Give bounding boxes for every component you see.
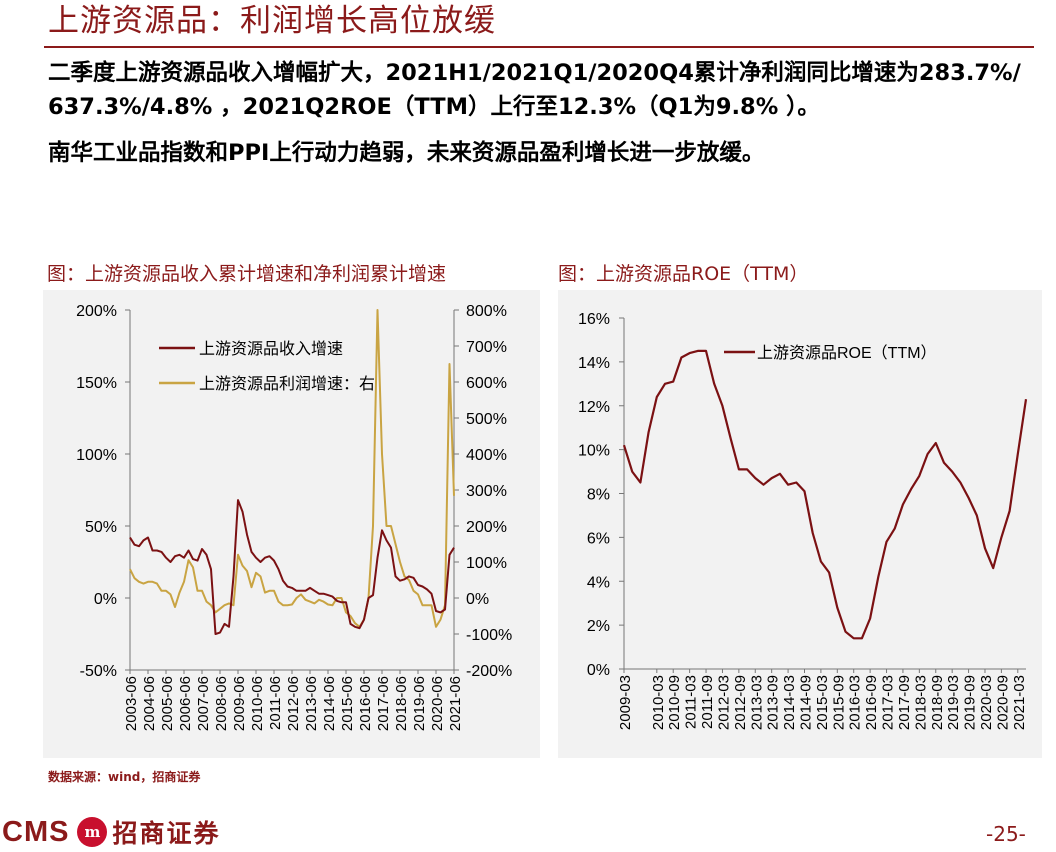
right-axis-tick-label: 800% [466, 303, 507, 320]
x-axis-tick-label: 2017-06 [375, 676, 392, 731]
revenue-growth-series-line [129, 499, 455, 635]
page-title: 上游资源品：利润增长高位放缓 [48, 3, 496, 39]
x-axis-tick-label: 2004-06 [141, 676, 158, 731]
roe-chart-panel: 图：上游资源品ROE（TTM） 0% 2% 4% 6% 8% 10% 12% 14% 16% 20… [558, 258, 1042, 758]
left-axis-tick-label: 150% [76, 375, 117, 392]
legend-label-profit: 上游资源品利润增速：右 [199, 375, 375, 393]
x-axis-tick-label: 2009-06 [231, 676, 248, 731]
x-axis-tick-label: 2017-03 [880, 675, 897, 730]
right-axis-tick-label: 500% [466, 411, 507, 428]
y-axis-tick-label: 14% [578, 355, 610, 372]
cms-logo: CMS m 招商证券 [2, 812, 220, 852]
logo-chinese-text: 招商证券 [112, 819, 221, 848]
x-axis-tick-label: 2019-09 [962, 675, 979, 730]
y-axis-tick-label: 6% [587, 530, 610, 547]
x-axis-tick-label: 2019-06 [411, 676, 428, 731]
left-axis-tick-label: 50% [85, 519, 117, 536]
x-axis-tick-label: 2013-06 [303, 676, 320, 731]
left-axis-tick-label: 200% [76, 303, 117, 320]
summary-block: 二季度上游资源品收入增幅扩大，2021H1/2021Q1/2020Q4累计净利润… [48, 56, 1038, 170]
roe-chart: 0% 2% 4% 6% 8% 10% 12% 14% 16% 2009-03 2010-03 2010… [578, 311, 1028, 730]
right-axis-tick-label: 100% [466, 555, 507, 572]
y-axis-tick-label: 8% [587, 487, 610, 504]
legend-label-revenue: 上游资源品收入增速 [199, 340, 343, 358]
x-axis-tick-label: 2017-09 [896, 675, 913, 730]
revenue-profit-chart-panel: 图：上游资源品收入累计增速和净利润累计增速 -50% 0% 50% 100% 150% 2… [43, 258, 540, 758]
x-axis-tick-label: 2016-06 [357, 676, 374, 731]
x-axis-tick-label: 2021-06 [447, 676, 464, 731]
x-axis-tick-label: 2018-06 [393, 676, 410, 731]
title-divider [44, 46, 1034, 48]
x-axis-tick-label: 2008-06 [213, 676, 230, 731]
right-axis-tick-label: 300% [466, 483, 507, 500]
x-axis-tick-label: 2013-09 [765, 675, 782, 730]
x-axis-tick-label: 2005-06 [159, 676, 176, 731]
x-axis-tick-label: 2015-06 [339, 676, 356, 731]
x-axis-tick-label: 2011-03 [683, 675, 700, 729]
summary-paragraph-1: 二季度上游资源品收入增幅扩大，2021H1/2021Q1/2020Q4累计净利润… [48, 60, 1021, 120]
x-axis-tick-label: 2014-06 [321, 676, 338, 731]
x-axis-tick-label: 2010-06 [249, 676, 266, 731]
x-axis-tick-label: 2018-03 [912, 675, 929, 730]
chart-title: 图：上游资源品收入累计增速和净利润累计增速 [43, 258, 540, 290]
x-axis-tick-label: 2015-09 [830, 675, 847, 730]
y-axis-tick-label: 4% [587, 574, 610, 591]
profit-growth-series-line [129, 309, 455, 628]
x-axis-tick-label: 2012-03 [715, 675, 732, 730]
x-axis-tick-label: 2016-03 [847, 675, 864, 730]
summary-paragraph-2: 南华工业品指数和PPI上行动力趋弱，未来资源品盈利增长进一步放缓。 [48, 140, 765, 166]
x-axis-tick-label: 2012-09 [732, 675, 749, 730]
x-axis-tick-label: 2006-06 [177, 676, 194, 731]
x-axis-tick-label: 2015-03 [814, 675, 831, 730]
y-axis-tick-label: 12% [578, 399, 610, 416]
x-axis-tick-label: 2016-09 [863, 675, 880, 730]
data-source-note: 数据来源：wind，招商证券 [48, 770, 201, 784]
x-axis-tick-label: 2009-03 [617, 675, 634, 730]
right-axis-tick-label: 400% [466, 447, 507, 464]
x-axis-tick-label: 2011-09 [699, 675, 716, 729]
left-axis-tick-label: 100% [76, 447, 117, 464]
left-axis-tick-label: -50% [80, 663, 117, 680]
x-axis-tick-label: 2020-06 [429, 676, 446, 731]
y-axis-tick-label: 10% [578, 443, 610, 460]
logo-text: CMS [2, 815, 70, 848]
x-axis-tick-label: 2007-06 [195, 676, 212, 731]
right-axis-tick-label: 700% [466, 339, 507, 356]
revenue-profit-chart: -50% 0% 50% 100% 150% 200% -200% -100% 0% 100% 200… [76, 303, 512, 731]
legend-label-roe: 上游资源品ROE（TTM） [757, 344, 937, 362]
right-axis-tick-label: -100% [466, 627, 512, 644]
x-axis-tick-label: 2010-03 [650, 675, 667, 730]
x-axis-tick-label: 2020-09 [994, 675, 1011, 730]
x-axis-tick-label: 2013-03 [748, 675, 765, 730]
logo-badge-icon: m [77, 817, 108, 847]
left-axis-tick-label: 0% [94, 591, 117, 608]
x-axis-tick-label: 2014-03 [781, 675, 798, 730]
right-axis-tick-label: 600% [466, 375, 507, 392]
x-axis-tick-label: 2019-03 [945, 675, 962, 730]
x-axis-tick-label: 2012-06 [285, 676, 302, 731]
x-axis-tick-label: 2018-09 [929, 675, 946, 730]
x-axis-tick-label: 2014-09 [797, 675, 814, 730]
x-axis-tick-label: 2003-06 [123, 676, 140, 731]
chart-title: 图：上游资源品ROE（TTM） [558, 258, 1042, 290]
page-number: -25- [986, 822, 1026, 846]
x-axis-tick-label: 2020-03 [978, 675, 995, 730]
roe-series-line [622, 349, 1028, 640]
y-axis-tick-label: 16% [578, 311, 610, 328]
x-axis-tick-label: 2010-09 [666, 675, 683, 730]
y-axis-tick-label: 2% [587, 618, 610, 635]
y-axis-tick-label: 0% [587, 662, 610, 679]
right-axis-tick-label: -200% [466, 663, 512, 680]
right-axis-tick-label: 0% [466, 591, 489, 608]
x-axis-tick-label: 2021-03 [1011, 675, 1028, 730]
x-axis-tick-label: 2011-06 [267, 676, 284, 730]
right-axis-tick-label: 200% [466, 519, 507, 536]
